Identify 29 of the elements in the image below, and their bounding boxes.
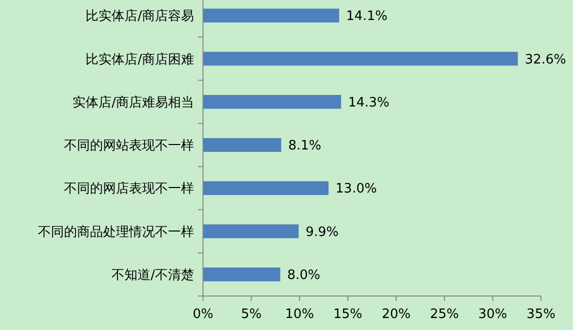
x-tick-label: 15% [333,307,362,322]
y-tick-label: 不同的网站表现不一样 [64,138,194,154]
y-tick-label: 不同的商品处理情况不一样 [38,224,194,240]
x-tick-label: 35% [526,307,556,322]
bar [203,268,280,282]
bar [203,94,342,109]
y-tick-label: 比实体店/商店困难 [86,51,194,68]
bar [203,52,518,66]
x-tick-label: 0% [192,307,214,322]
y-tick-label: 不知道/不清楚 [112,268,194,283]
y-tick-label: 比实体店/商店容易 [86,8,194,24]
data-label: 8.0% [287,268,320,283]
x-tick-label: 5% [240,307,262,322]
data-label: 14.1% [346,9,388,24]
x-tick-label: 20% [382,307,411,322]
bar [203,138,282,152]
bar [203,224,299,238]
bar [203,181,329,196]
data-label: 9.9% [306,224,339,240]
x-tick-label: 25% [430,307,459,322]
x-tick-label: 10% [285,307,314,322]
data-label: 32.6% [524,52,566,68]
data-label: 14.3% [348,95,390,110]
data-label: 8.1% [288,138,322,154]
x-tick-label: 30% [478,307,508,322]
data-label: 13.0% [336,182,377,197]
y-tick-label: 实体店/商店难易相当 [72,94,194,110]
bar [203,8,340,22]
y-tick-label: 不同的网店表现不一样 [64,180,194,197]
